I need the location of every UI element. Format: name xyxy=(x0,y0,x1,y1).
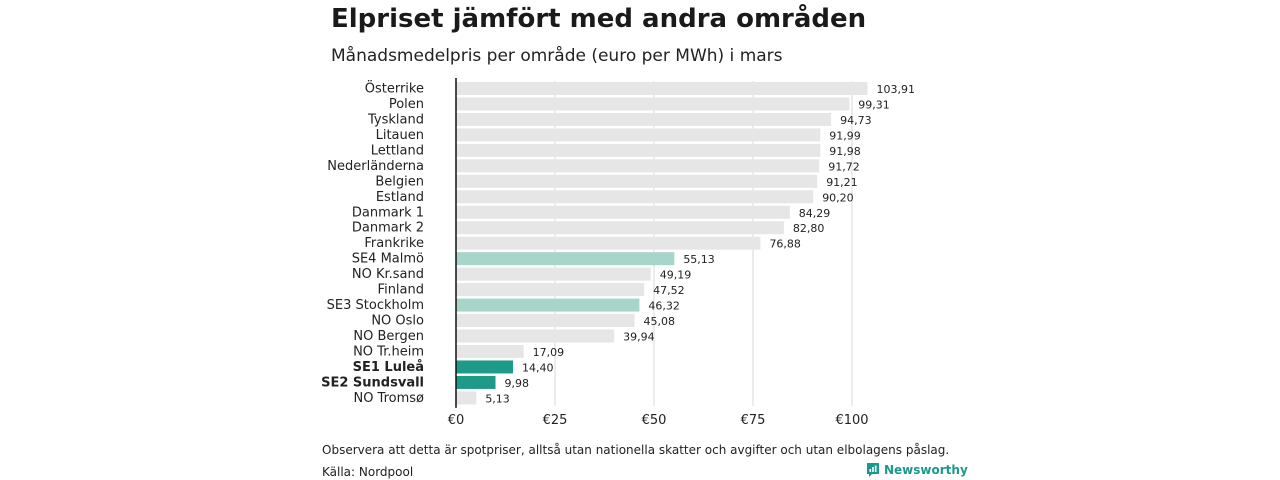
value-label: 39,94 xyxy=(623,331,655,344)
category-label: Belgien xyxy=(375,174,424,189)
value-label: 91,99 xyxy=(829,129,861,142)
footnote: Observera att detta är spotpriser, allts… xyxy=(322,443,950,457)
bar xyxy=(456,344,524,358)
bar xyxy=(456,174,818,188)
bar xyxy=(456,112,832,126)
value-label: 91,21 xyxy=(826,176,858,189)
category-labels: ÖsterrikePolenTysklandLitauenLettlandNed… xyxy=(321,80,424,406)
bar xyxy=(456,252,675,266)
category-label: Lettland xyxy=(371,143,424,158)
chart-title: Elpriset jämfört med andra områden xyxy=(331,4,867,34)
bar xyxy=(456,360,514,374)
value-label: 90,20 xyxy=(822,191,854,204)
bar xyxy=(456,190,814,204)
bar xyxy=(456,267,651,281)
category-label: NO Bergen xyxy=(353,329,424,344)
x-tick-label: €75 xyxy=(741,413,766,428)
bar xyxy=(456,221,784,235)
value-label: 103,91 xyxy=(876,83,915,96)
x-tick-label: €0 xyxy=(448,413,465,428)
bar xyxy=(456,283,645,297)
category-label: Estland xyxy=(376,190,424,205)
category-label: SE3 Stockholm xyxy=(327,298,424,313)
category-label: Litauen xyxy=(376,128,424,143)
value-label: 5,13 xyxy=(485,392,510,405)
bar xyxy=(456,82,868,95)
value-label: 99,31 xyxy=(858,98,890,111)
category-label: SE4 Malmö xyxy=(352,252,424,267)
value-label: 91,98 xyxy=(829,145,861,158)
source-text: Källa: Nordpool xyxy=(322,465,414,479)
bar xyxy=(456,391,477,405)
category-label: Danmark 2 xyxy=(352,221,424,236)
value-labels: 103,91 99,31 94,73 91,99 91,98 91,72 91,21 90,2… xyxy=(485,83,915,405)
x-tick-label: €50 xyxy=(642,413,667,428)
value-label: 9,98 xyxy=(505,377,530,390)
bar xyxy=(456,375,496,389)
value-label: 17,09 xyxy=(533,346,565,359)
x-tick-label: €25 xyxy=(543,413,568,428)
value-label: 94,73 xyxy=(840,114,872,127)
value-label: 47,52 xyxy=(653,284,685,297)
value-label: 91,72 xyxy=(828,160,860,173)
value-label: 84,29 xyxy=(799,207,831,220)
bar xyxy=(456,159,820,173)
x-tick-label: €100 xyxy=(835,413,868,428)
category-label: Österrike xyxy=(365,80,424,97)
bar xyxy=(456,143,821,157)
value-label: 76,88 xyxy=(769,238,801,251)
category-label: NO Oslo xyxy=(371,314,424,329)
category-label: NO Tr.heim xyxy=(353,344,424,359)
bar xyxy=(456,298,640,312)
category-label: SE1 Luleå xyxy=(353,360,424,375)
bar xyxy=(456,97,850,111)
bar xyxy=(456,128,821,142)
value-label: 82,80 xyxy=(793,222,825,235)
brand-name: Newsworthy xyxy=(884,463,968,477)
chart-subtitle: Månadsmedelpris per område (euro per MWh… xyxy=(331,46,783,66)
bar xyxy=(456,329,615,343)
category-label: NO Kr.sand xyxy=(352,267,424,282)
value-label: 45,08 xyxy=(644,315,676,328)
x-axis-ticks: €0 €25 €50 €75 €100 xyxy=(448,413,869,428)
bars xyxy=(456,82,868,405)
bar-chart: ÖsterrikePolenTysklandLitauenLettlandNed… xyxy=(321,78,915,428)
newsworthy-logo-icon xyxy=(867,463,879,477)
category-label: Nederländerna xyxy=(327,159,424,174)
bar xyxy=(456,314,635,328)
value-label: 55,13 xyxy=(683,253,715,266)
brand-logo[interactable]: Newsworthy xyxy=(866,462,968,478)
category-label: NO Tromsø xyxy=(353,391,424,406)
category-label: Danmark 1 xyxy=(352,205,424,220)
bar xyxy=(456,205,790,219)
value-label: 49,19 xyxy=(660,269,692,282)
bar xyxy=(456,236,761,250)
category-label: Finland xyxy=(378,283,424,298)
value-label: 46,32 xyxy=(648,300,680,313)
category-label: Tyskland xyxy=(367,112,424,127)
category-label: Polen xyxy=(389,97,424,112)
category-label: SE2 Sundsvall xyxy=(321,375,424,390)
category-label: Frankrike xyxy=(364,236,424,251)
value-label: 14,40 xyxy=(522,361,554,374)
